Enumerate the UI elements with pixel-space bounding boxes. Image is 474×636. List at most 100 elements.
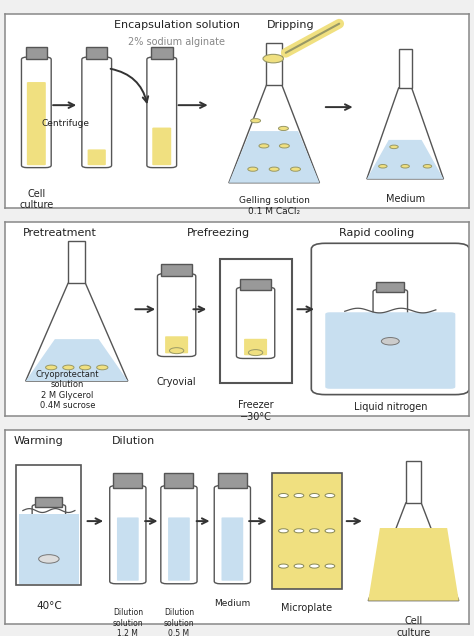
Text: Microplate: Microplate	[281, 602, 332, 612]
Circle shape	[251, 118, 261, 123]
Circle shape	[279, 494, 288, 497]
Bar	[219, 259, 292, 383]
Bar	[86, 48, 108, 59]
Circle shape	[310, 529, 319, 533]
Bar	[18, 515, 79, 584]
Text: Cell
culture: Cell culture	[19, 188, 54, 210]
Text: Dripping: Dripping	[266, 20, 314, 30]
Polygon shape	[367, 88, 444, 179]
Bar	[240, 279, 271, 290]
Bar	[399, 49, 412, 88]
Circle shape	[97, 365, 108, 370]
FancyBboxPatch shape	[109, 486, 146, 584]
Polygon shape	[368, 503, 459, 600]
Circle shape	[291, 167, 301, 171]
Circle shape	[248, 167, 258, 171]
Polygon shape	[367, 140, 444, 179]
FancyBboxPatch shape	[161, 486, 197, 584]
Bar	[16, 465, 82, 585]
Text: Encapsulation solution: Encapsulation solution	[114, 20, 240, 30]
Bar	[36, 497, 62, 507]
Text: Dilution: Dilution	[111, 436, 155, 446]
FancyBboxPatch shape	[237, 287, 275, 359]
Text: 40°C: 40°C	[36, 600, 62, 611]
Circle shape	[279, 529, 288, 533]
Circle shape	[278, 127, 289, 130]
Circle shape	[263, 54, 283, 63]
Bar	[164, 473, 193, 488]
Circle shape	[325, 529, 335, 533]
Text: Rapid cooling: Rapid cooling	[339, 228, 414, 238]
Circle shape	[46, 365, 57, 370]
Text: Dilution
solution
1.2 M
sucrose: Dilution solution 1.2 M sucrose	[112, 609, 143, 636]
Text: Cryoprotectant
solution
2 M Glycerol
0.4M sucrose: Cryoprotectant solution 2 M Glycerol 0.4…	[36, 370, 99, 410]
Text: Pretreatment: Pretreatment	[23, 228, 97, 238]
Polygon shape	[368, 528, 459, 600]
Bar	[161, 264, 192, 276]
FancyBboxPatch shape	[88, 149, 106, 165]
Circle shape	[325, 494, 335, 497]
Circle shape	[390, 145, 398, 149]
FancyBboxPatch shape	[325, 312, 456, 389]
Text: Cell
culture: Cell culture	[396, 616, 431, 636]
Circle shape	[382, 338, 399, 345]
Polygon shape	[229, 85, 319, 183]
Text: Freezer
−30°C: Freezer −30°C	[238, 401, 273, 422]
Text: Medium: Medium	[214, 598, 250, 608]
Text: Prefreezing: Prefreezing	[187, 228, 250, 238]
FancyBboxPatch shape	[82, 57, 111, 168]
Circle shape	[401, 165, 410, 168]
Circle shape	[325, 564, 335, 568]
Circle shape	[379, 165, 387, 168]
Circle shape	[63, 365, 74, 370]
FancyBboxPatch shape	[165, 336, 188, 354]
Circle shape	[248, 350, 263, 356]
Polygon shape	[229, 131, 319, 183]
FancyBboxPatch shape	[157, 273, 196, 357]
Bar	[68, 241, 85, 283]
Text: Gelling solution
0.1 M CaCl₂: Gelling solution 0.1 M CaCl₂	[239, 197, 310, 216]
FancyBboxPatch shape	[214, 486, 250, 584]
Bar	[272, 473, 341, 589]
Circle shape	[259, 144, 269, 148]
Bar	[26, 48, 47, 59]
FancyBboxPatch shape	[168, 518, 190, 581]
Text: 2% sodium alginate: 2% sodium alginate	[128, 38, 225, 47]
Circle shape	[39, 555, 59, 563]
FancyBboxPatch shape	[221, 518, 243, 581]
Circle shape	[310, 564, 319, 568]
Text: Dilution
solution
0.5 M
sucrose: Dilution solution 0.5 M sucrose	[164, 609, 194, 636]
Text: Cryovial: Cryovial	[157, 377, 196, 387]
FancyBboxPatch shape	[373, 289, 408, 352]
Text: Medium: Medium	[385, 195, 425, 204]
Bar	[376, 282, 404, 292]
FancyBboxPatch shape	[311, 244, 469, 394]
Circle shape	[294, 494, 304, 497]
Polygon shape	[26, 339, 128, 381]
Circle shape	[310, 494, 319, 497]
Circle shape	[279, 564, 288, 568]
Bar	[218, 473, 247, 488]
Polygon shape	[26, 283, 128, 381]
Text: Liquid nitrogen: Liquid nitrogen	[354, 403, 427, 412]
FancyBboxPatch shape	[152, 128, 171, 165]
FancyBboxPatch shape	[147, 57, 177, 168]
Bar	[406, 461, 421, 503]
Circle shape	[269, 167, 279, 171]
Circle shape	[294, 564, 304, 568]
FancyBboxPatch shape	[32, 504, 65, 568]
Circle shape	[80, 365, 91, 370]
FancyBboxPatch shape	[21, 57, 51, 168]
Circle shape	[423, 165, 432, 168]
Text: Centrifuge: Centrifuge	[41, 119, 89, 128]
FancyBboxPatch shape	[117, 518, 139, 581]
Bar	[151, 48, 173, 59]
Bar	[266, 43, 282, 85]
Circle shape	[294, 529, 304, 533]
Bar	[113, 473, 142, 488]
Circle shape	[279, 144, 289, 148]
Text: Warming: Warming	[14, 436, 64, 446]
FancyBboxPatch shape	[244, 339, 267, 356]
FancyBboxPatch shape	[27, 82, 46, 165]
Circle shape	[170, 348, 184, 354]
